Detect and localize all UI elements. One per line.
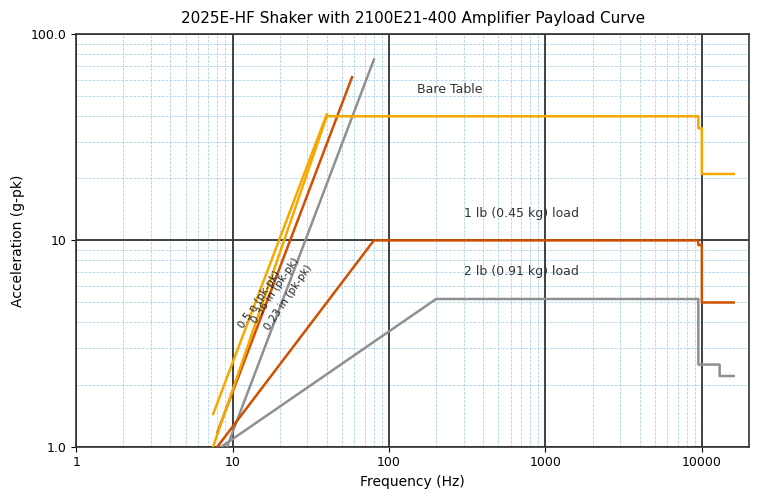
Text: 0.36 in (pk-pk): 0.36 in (pk-pk) xyxy=(249,256,301,326)
Title: 2025E-HF Shaker with 2100E21-400 Amplifier Payload Curve: 2025E-HF Shaker with 2100E21-400 Amplifi… xyxy=(181,11,644,26)
Text: 0.23 in (pk-pk): 0.23 in (pk-pk) xyxy=(262,263,313,332)
Text: Bare Table: Bare Table xyxy=(416,83,482,96)
Text: 1 lb (0.45 kg) load: 1 lb (0.45 kg) load xyxy=(464,207,578,220)
Y-axis label: Acceleration (g-pk): Acceleration (g-pk) xyxy=(11,174,25,306)
Text: 2 lb (0.91 kg) load: 2 lb (0.91 kg) load xyxy=(464,265,578,278)
X-axis label: Frequency (Hz): Frequency (Hz) xyxy=(360,475,465,489)
Text: 0.5 n (pk-pk): 0.5 n (pk-pk) xyxy=(237,269,283,330)
